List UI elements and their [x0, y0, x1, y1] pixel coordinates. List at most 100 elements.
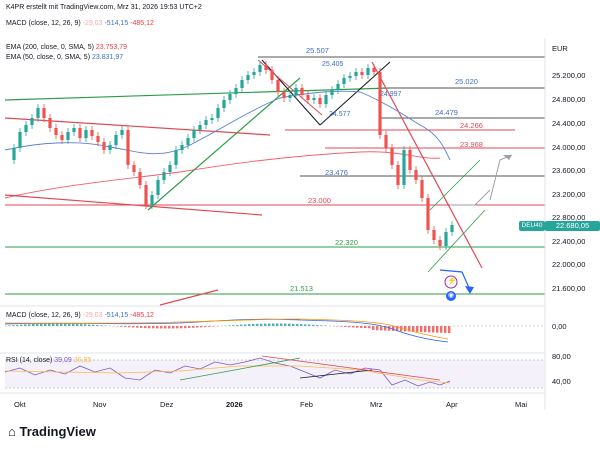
- candle-body: [24, 125, 28, 132]
- candle-body: [306, 95, 310, 100]
- candle-body: [354, 72, 358, 76]
- macd-bar: [208, 326, 211, 327]
- price-tick: 22.000,00: [552, 260, 586, 269]
- macd-axis-zero: 0,00: [552, 322, 567, 331]
- candle-body: [84, 130, 88, 138]
- macd-bar: [248, 324, 251, 326]
- candle-body: [390, 148, 394, 165]
- level-label-21513: 21.513: [290, 284, 313, 293]
- candle-body: [402, 150, 406, 185]
- triangle-right: [319, 61, 391, 126]
- candle-body: [216, 108, 220, 118]
- macd-bar: [12, 325, 15, 326]
- candle-body: [234, 88, 238, 94]
- macd-legend-v1: -29,03: [82, 20, 103, 27]
- macd-bar: [300, 324, 303, 326]
- symbol-tag: DEU40: [519, 221, 545, 231]
- rsi-panel-v2: 36,85: [73, 357, 92, 364]
- macd-bar: [296, 323, 299, 326]
- candle-body: [48, 118, 52, 128]
- rsi-green-trend: [179, 357, 301, 381]
- macd-bar: [32, 324, 35, 326]
- price-tick: 22.400,00: [552, 237, 586, 246]
- macd-bar: [416, 326, 419, 332]
- rsi-panel-legend[interactable]: RSI (14, close) 39,09 36,85: [6, 357, 91, 364]
- green-channel-upper: [429, 159, 481, 211]
- time-tick: Feb: [300, 400, 313, 409]
- candle-body: [342, 78, 346, 84]
- macd-bar: [408, 326, 411, 332]
- level-label-22320: 22.320: [335, 238, 358, 247]
- macd-bar: [60, 323, 63, 326]
- macd-bar: [352, 326, 355, 328]
- rsi-line: [4, 357, 451, 387]
- macd-bar: [72, 323, 75, 326]
- time-tick: Apr: [446, 400, 458, 409]
- level-label-25020: 25.020: [455, 77, 478, 86]
- red-trendline-low: [4, 194, 263, 216]
- author-line: K4PR erstellt mit TradingView.com, Mrz 3…: [6, 4, 202, 11]
- macd-bar: [364, 326, 367, 329]
- projection-path-2: [489, 154, 513, 201]
- macd-bar: [384, 326, 387, 331]
- level-label-24266: 24.266: [460, 121, 483, 130]
- ema50-legend[interactable]: EMA (50, close, 0, SMA, 5) 23.831,97: [6, 54, 123, 61]
- candle-body: [204, 120, 208, 125]
- macd-bar: [396, 326, 399, 332]
- macd-panel-legend[interactable]: MACD (close, 12, 26, 9) -29,03 -514,15 -…: [6, 312, 154, 319]
- tradingview-logo[interactable]: ⌂ TradingView: [8, 424, 96, 439]
- candle-body: [384, 135, 388, 148]
- macd-bar: [272, 323, 275, 326]
- macd-bar: [156, 326, 159, 329]
- macd-bar: [440, 326, 443, 333]
- rsi-black-trend: [299, 369, 373, 379]
- macd-bar: [164, 326, 167, 329]
- macd-bar: [84, 324, 87, 326]
- macd-bar: [152, 326, 155, 329]
- lightning-glyph-icon[interactable]: ⚡: [447, 276, 457, 285]
- ema200-line: [4, 151, 441, 199]
- candle-body: [312, 98, 316, 100]
- macd-legend-v3: -485,12: [130, 20, 154, 27]
- level-label-25507: 25.507: [306, 46, 329, 55]
- price-tick: 24.000,00: [552, 143, 586, 152]
- candle-body: [408, 150, 412, 170]
- candle-body: [60, 135, 64, 140]
- level-label-24479: 24.479: [435, 108, 458, 117]
- macd-bar: [436, 326, 439, 333]
- price-tick: 24.400,00: [552, 119, 586, 128]
- macd-bar: [184, 326, 187, 329]
- macd-bar: [368, 326, 371, 329]
- candle-body: [372, 68, 376, 72]
- candle-body: [264, 65, 268, 70]
- macd-panel-name: MACD (close, 12, 26, 9): [6, 312, 81, 319]
- macd-bar: [44, 323, 47, 326]
- candle-body: [348, 76, 352, 78]
- macd-bar: [168, 326, 171, 329]
- candle-body: [438, 240, 442, 246]
- macd-bar: [36, 323, 39, 326]
- time-tick-year: 2026: [226, 400, 243, 409]
- candle-body: [174, 150, 178, 165]
- candle-body: [72, 128, 76, 132]
- macd-bar: [40, 323, 43, 326]
- macd-bar: [360, 326, 363, 328]
- macd-bar: [24, 324, 27, 326]
- macd-legend-top[interactable]: MACD (close, 12, 26, 9) -29,03 -514,15 -…: [6, 20, 154, 27]
- candle-body: [252, 72, 256, 75]
- macd-bar: [8, 325, 11, 326]
- candle-body: [132, 165, 136, 172]
- rsi-axis-bottom: 40,00: [552, 377, 571, 386]
- flag-glyph-icon[interactable]: ◉: [448, 292, 455, 299]
- current-price-tag: 22.680,05: [545, 221, 600, 231]
- rsi-panel-name: RSI (14, close): [6, 357, 53, 364]
- price-tick: 23.200,00: [552, 190, 586, 199]
- macd-bar: [68, 323, 71, 326]
- ema200-legend[interactable]: EMA (200, close, 0, SMA, 5) 23.753,79: [6, 44, 127, 51]
- macd-bar: [80, 324, 83, 326]
- macd-bar: [388, 326, 391, 331]
- currency-label: EUR: [552, 44, 568, 53]
- macd-panel-v2: -514,15: [104, 312, 129, 319]
- macd-bar: [320, 325, 323, 326]
